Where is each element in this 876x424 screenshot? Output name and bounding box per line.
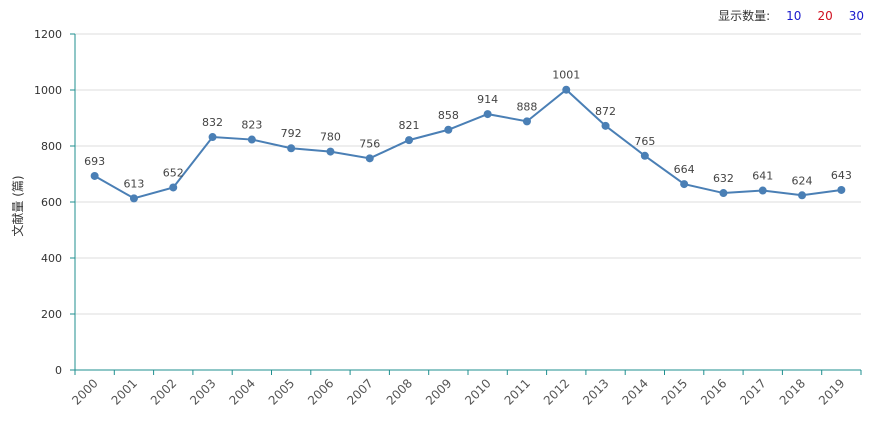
data-label: 643: [831, 169, 852, 182]
data-point[interactable]: [483, 110, 492, 119]
data-point[interactable]: [247, 135, 256, 144]
data-label: 832: [202, 116, 223, 129]
data-point[interactable]: [405, 136, 414, 145]
data-point[interactable]: [640, 151, 649, 160]
data-label: 664: [674, 163, 695, 176]
x-tick-label: 2016: [698, 376, 729, 407]
y-tick-label: 600: [41, 196, 62, 209]
data-label: 792: [281, 127, 302, 140]
data-label: 823: [241, 119, 262, 132]
x-tick-label: 2002: [148, 376, 179, 407]
x-tick-label: 2013: [580, 376, 611, 407]
x-tick-label: 2017: [737, 376, 768, 407]
data-point[interactable]: [208, 133, 217, 142]
x-tick-label: 2000: [69, 376, 100, 407]
count-option-20[interactable]: 20: [817, 8, 833, 23]
data-point[interactable]: [601, 121, 610, 130]
y-tick-label: 0: [55, 364, 62, 377]
data-label: 624: [792, 174, 813, 187]
series-line: [94, 88, 842, 200]
data-label: 652: [163, 166, 184, 179]
display-count-selector: 显示数量: 10 20 30: [718, 7, 864, 24]
y-tick-label: 800: [41, 140, 62, 153]
x-tick-label: 2001: [109, 376, 140, 407]
y-tick-label: 200: [41, 308, 62, 321]
x-tick-label: 2005: [266, 376, 297, 407]
data-point[interactable]: [129, 194, 138, 203]
x-tick-label: 2014: [619, 376, 650, 407]
y-tick-label: 400: [41, 252, 62, 265]
data-label: 693: [84, 155, 105, 168]
x-tick-label: 2011: [502, 376, 533, 407]
data-point[interactable]: [365, 154, 374, 163]
data-label: 914: [477, 93, 498, 106]
data-points: [90, 85, 846, 203]
x-tick-label: 2018: [777, 376, 808, 407]
data-label: 756: [359, 137, 380, 150]
x-tick-label: 2019: [816, 376, 847, 407]
data-point[interactable]: [90, 171, 99, 180]
data-point[interactable]: [798, 191, 807, 200]
x-tick-label: 2015: [659, 376, 690, 407]
axes: [70, 33, 862, 375]
data-label: 1001: [552, 69, 580, 82]
series-polyline: [94, 88, 842, 200]
y-axis-label: 文献量 (篇): [10, 175, 25, 236]
data-point[interactable]: [719, 189, 728, 198]
data-label: 632: [713, 172, 734, 185]
data-label: 780: [320, 131, 341, 144]
data-point[interactable]: [287, 144, 296, 153]
data-label: 641: [752, 170, 773, 183]
x-tick-label: 2004: [226, 376, 257, 407]
x-tick-label: 2003: [187, 376, 218, 407]
data-label: 872: [595, 105, 616, 118]
data-point[interactable]: [444, 125, 453, 134]
x-tick-labels: 2000 2001 2002 2003 2004 2005 2006 2007 2008 2009…: [69, 376, 847, 407]
x-tick-label: 2006: [305, 376, 336, 407]
data-point[interactable]: [837, 185, 846, 194]
count-option-30[interactable]: 30: [848, 8, 864, 23]
x-tick-label: 2012: [541, 376, 572, 407]
count-option-10[interactable]: 10: [786, 8, 802, 23]
y-tick-labels: 0 200 400 600 800 1000 1200: [34, 28, 62, 377]
x-tick-label: 2009: [423, 376, 454, 407]
x-tick-label: 2007: [344, 376, 375, 407]
x-tick-label: 2010: [462, 376, 493, 407]
x-tick-label: 2008: [384, 376, 415, 407]
y-tick-label: 1000: [34, 84, 62, 97]
data-label: 613: [123, 177, 144, 190]
data-label: 858: [438, 109, 459, 122]
data-point[interactable]: [522, 117, 531, 126]
data-label: 821: [399, 119, 420, 132]
display-count-label: 显示数量:: [718, 9, 771, 23]
data-point[interactable]: [169, 183, 178, 192]
data-point[interactable]: [562, 85, 571, 94]
data-label: 888: [516, 100, 537, 113]
data-point[interactable]: [680, 180, 689, 189]
data-labels: 693 613 652 832 823 792 780 756 821 858 914 888 1001…: [84, 69, 852, 191]
data-point[interactable]: [326, 147, 335, 156]
data-label: 765: [634, 135, 655, 148]
grid-lines: [75, 33, 861, 315]
y-tick-label: 1200: [34, 28, 62, 41]
data-point[interactable]: [758, 186, 767, 195]
